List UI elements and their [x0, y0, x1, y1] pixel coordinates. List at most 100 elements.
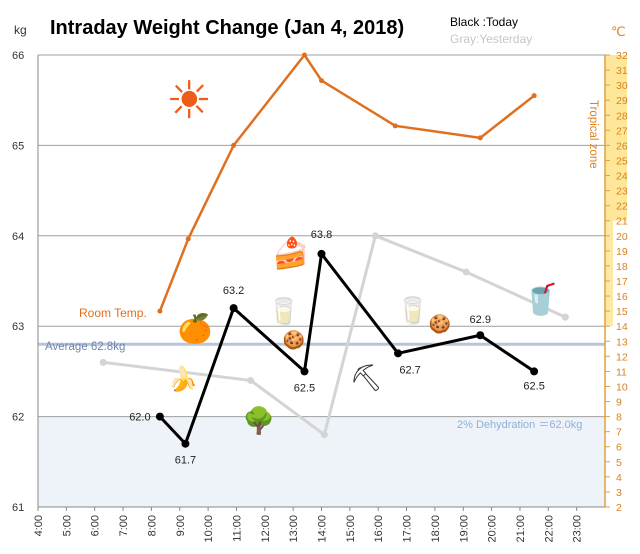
today-data-label: 62.5 — [294, 382, 315, 394]
right-tick-label: 21 — [616, 216, 628, 228]
room-temp-point — [231, 142, 237, 148]
today-point — [300, 367, 309, 376]
today-point — [476, 331, 485, 340]
left-axis-unit-label: kg — [14, 23, 27, 37]
room-temp-point — [392, 123, 398, 129]
today-point — [394, 349, 403, 358]
sun-icon: ☀ — [166, 71, 213, 131]
today-point — [155, 412, 164, 421]
left-tick-label: 64 — [12, 231, 24, 243]
today-data-label: 62.5 — [523, 380, 544, 392]
today-point — [181, 439, 190, 448]
legend-today: Black :Today — [450, 15, 518, 29]
tropical-zone-band — [605, 220, 613, 327]
today-point — [317, 249, 326, 258]
x-tick-label: 14:00 — [317, 515, 329, 543]
orange-icon: 🍊 — [178, 312, 214, 345]
today-point — [530, 367, 539, 376]
yesterday-point — [320, 431, 328, 439]
right-tick-label: 23 — [616, 186, 628, 198]
room-temp-annotation: Room Temp. — [79, 306, 147, 320]
chart-title: Intraday Weight Change (Jan 4, 2018) — [50, 17, 404, 39]
x-tick-label: 11:00 — [231, 515, 243, 542]
x-tick-label: 12:00 — [260, 515, 272, 543]
today-data-label: 61.7 — [175, 455, 196, 467]
today-data-label: 62.9 — [470, 314, 491, 326]
right-tick-label: 27 — [616, 125, 628, 137]
left-tick-label: 61 — [12, 502, 24, 514]
x-tick-label: 4:00 — [33, 515, 45, 536]
gardening-icon: 🌳 — [243, 405, 275, 437]
room-temp-line — [158, 53, 535, 312]
right-axis-unit-label: ℃ — [611, 25, 626, 40]
x-tick-label: 7:00 — [118, 515, 130, 536]
today-data-label: 62.0 — [129, 412, 150, 424]
right-tick-label: 7 — [616, 427, 622, 439]
x-tick-label: 23:00 — [572, 515, 584, 543]
today-data-label: 63.2 — [223, 285, 244, 297]
right-tick-label: 31 — [616, 65, 628, 77]
x-tick-label: 21:00 — [515, 515, 527, 543]
right-tick-label: 12 — [616, 351, 628, 363]
tropical-zone-highlight — [605, 55, 627, 221]
room-temp-point — [157, 308, 163, 314]
left-tick-label: 62 — [12, 412, 24, 424]
right-tick-label: 24 — [616, 171, 628, 183]
yesterday-point — [561, 313, 569, 321]
today-data-label: 63.8 — [311, 229, 332, 241]
right-tick-label: 20 — [616, 231, 628, 243]
x-tick-label: 17:00 — [402, 515, 414, 543]
room-temp-point — [477, 135, 483, 141]
right-tick-label: 4 — [616, 472, 622, 484]
banana-icon: 🍌 — [168, 365, 198, 393]
today-point — [229, 304, 238, 313]
right-tick-label: 22 — [616, 201, 628, 213]
right-tick-label: 30 — [616, 80, 628, 92]
left-tick-label: 66 — [12, 50, 24, 62]
yesterday-point — [247, 376, 255, 384]
yesterday-point — [371, 232, 379, 240]
shoveling-icon: ⛏ — [349, 364, 382, 394]
room-temp-point — [319, 78, 324, 84]
right-tick-label: 25 — [616, 155, 628, 167]
right-tick-label: 15 — [616, 306, 628, 318]
right-tick-label: 26 — [616, 140, 628, 152]
today-line — [158, 252, 535, 446]
today-data-label: 62.7 — [399, 364, 420, 376]
right-axis-label: Tropical zone — [587, 100, 599, 169]
x-tick-label: 5:00 — [61, 515, 73, 536]
right-tick-label: 17 — [616, 276, 628, 288]
x-tick-label: 13:00 — [288, 515, 300, 543]
yogurt-cup-icon: 🥤 — [522, 282, 559, 318]
yesterday-point — [99, 358, 107, 366]
right-tick-label: 19 — [616, 246, 628, 258]
right-tick-label: 6 — [616, 442, 622, 454]
x-tick-label: 6:00 — [90, 515, 102, 536]
x-tick-label: 10:00 — [203, 515, 215, 543]
legend-yesterday: Gray:Yesterday — [450, 32, 532, 46]
right-tick-label: 11 — [616, 366, 627, 378]
right-tick-label: 29 — [616, 95, 628, 107]
x-tick-label: 16:00 — [373, 515, 385, 543]
x-tick-label: 22:00 — [543, 515, 555, 543]
cookies-icon: 🍪 — [283, 329, 305, 351]
right-tick-label: 8 — [616, 412, 622, 424]
x-tick-label: 15:00 — [345, 515, 357, 543]
x-tick-label: 8:00 — [146, 515, 158, 536]
right-tick-label: 3 — [616, 487, 622, 499]
room-temp-point — [531, 93, 537, 99]
x-tick-label: 9:00 — [175, 515, 187, 536]
right-tick-label: 28 — [616, 110, 628, 122]
cookies-icon: 🍪 — [429, 313, 451, 335]
left-tick-label: 63 — [12, 321, 24, 333]
x-tick-label: 20:00 — [487, 515, 499, 543]
water-glass-icon: 🥛 — [397, 296, 429, 327]
room-temp-point — [185, 236, 191, 242]
dehydration-zone-label: 2% Dehydration ＝62.0kg — [457, 419, 582, 431]
right-tick-label: 10 — [616, 381, 628, 393]
right-tick-label: 32 — [616, 50, 628, 62]
average-line-label: Average 62.8kg — [45, 341, 125, 353]
cake-icon: 🍰 — [272, 236, 309, 272]
